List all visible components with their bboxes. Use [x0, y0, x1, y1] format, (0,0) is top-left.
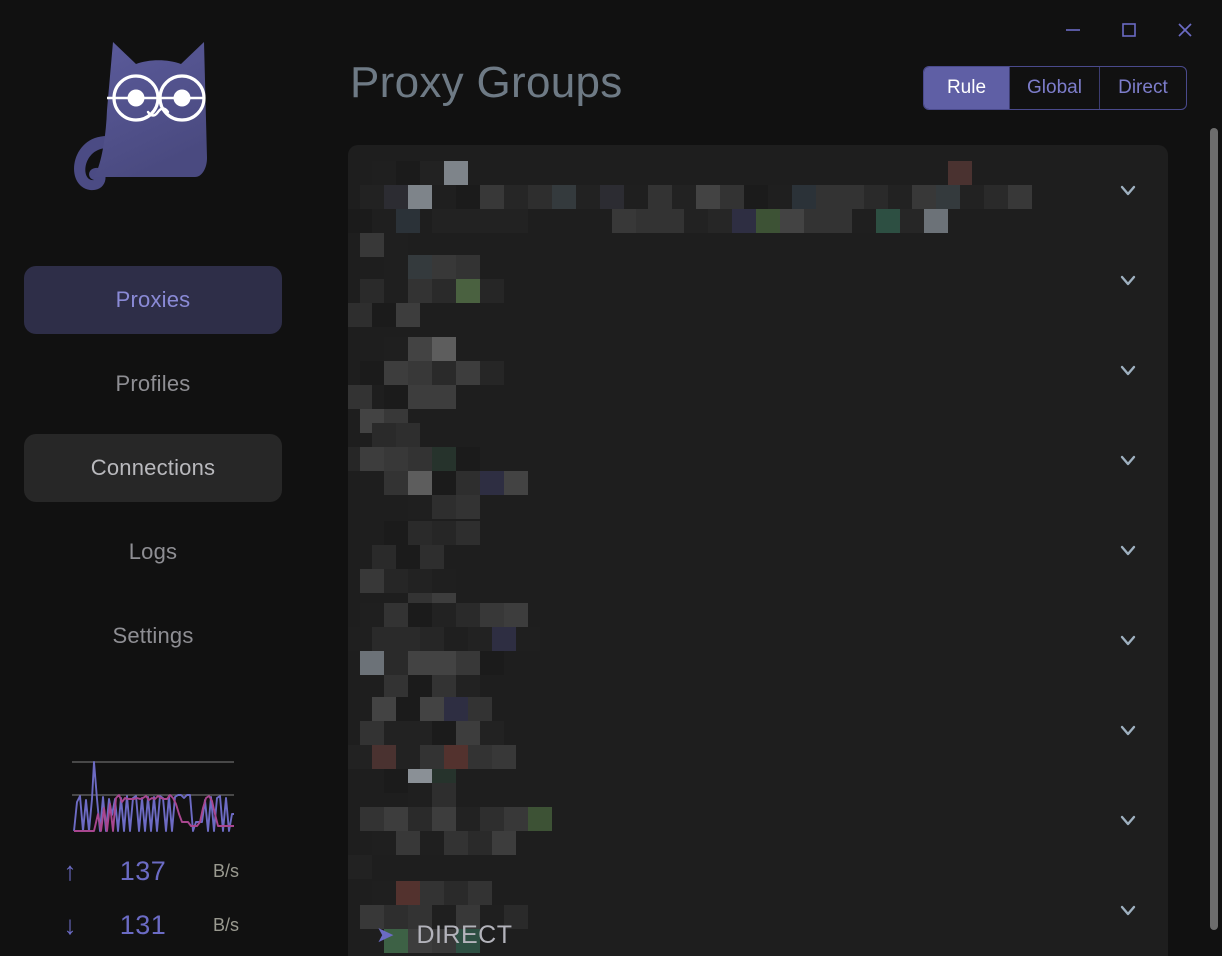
sidebar-item-logs[interactable]: Logs	[24, 518, 282, 586]
sidebar-item-connections[interactable]: Connections	[24, 434, 282, 502]
chevron-down-icon[interactable]	[1116, 358, 1140, 382]
upload-arrow-icon: ↑	[63, 856, 77, 886]
chevron-down-icon[interactable]	[1116, 538, 1140, 562]
page-title: Proxy Groups	[350, 58, 623, 107]
redacted-content-mosaic	[348, 865, 1168, 955]
mode-button-rule[interactable]: Rule	[924, 67, 1010, 109]
sidebar-item-label: Proxies	[115, 287, 191, 312]
redacted-content-mosaic	[348, 775, 1168, 879]
mode-button-direct[interactable]: Direct	[1100, 67, 1186, 109]
sidebar-item-profiles[interactable]: Profiles	[24, 350, 282, 418]
maximize-icon[interactable]	[1106, 8, 1152, 52]
sidebar-item-label: Logs	[128, 539, 178, 564]
proxy-group-row[interactable]	[348, 595, 1168, 699]
download-stat-row: ↓ 131 B/s	[53, 898, 253, 952]
upload-speed-unit: B/s	[212, 860, 239, 881]
traffic-sparkline-chart	[70, 752, 236, 838]
window-controls	[1050, 8, 1208, 52]
direct-proxy-row[interactable]: ➤ DIRECT	[348, 914, 1168, 956]
chevron-down-icon[interactable]	[1116, 898, 1140, 922]
sidebar-item-label: Connections	[90, 455, 216, 480]
sidebar-nav: Proxies Profiles Connections Logs Settin…	[24, 266, 282, 686]
proxy-mode-toggle-group: Rule Global Direct	[923, 66, 1187, 110]
proxy-group-row[interactable]	[348, 685, 1168, 793]
sidebar: Proxies Profiles Connections Logs Settin…	[0, 0, 330, 956]
direct-proxy-label: DIRECT	[416, 920, 513, 949]
proxy-group-row[interactable]	[348, 775, 1168, 879]
download-arrow-icon: ↓	[63, 910, 77, 940]
mode-button-label: Rule	[946, 77, 987, 98]
chevron-down-icon[interactable]	[1116, 628, 1140, 652]
redacted-content-mosaic	[348, 325, 1168, 433]
download-speed-unit: B/s	[212, 914, 239, 935]
vertical-scrollbar-thumb[interactable]	[1210, 128, 1218, 930]
proxy-group-row[interactable]	[348, 235, 1168, 327]
download-speed-value: 131	[119, 909, 167, 940]
chevron-down-icon[interactable]	[1116, 718, 1140, 742]
chevron-down-icon[interactable]	[1116, 808, 1140, 832]
redacted-content-mosaic	[348, 595, 1168, 699]
upload-speed-value: 137	[119, 855, 167, 886]
direct-arrow-icon: ➤	[376, 922, 395, 947]
chevron-down-icon[interactable]	[1116, 268, 1140, 292]
proxy-group-row[interactable]	[348, 325, 1168, 433]
upload-stat-row: ↑ 137 B/s	[53, 844, 253, 898]
minimize-icon[interactable]	[1050, 8, 1096, 52]
proxy-group-row[interactable]	[348, 505, 1168, 617]
app-logo	[0, 18, 306, 233]
traffic-widget: ↑ 137 B/s ↓ 131 B/s	[0, 752, 306, 952]
redacted-content-mosaic	[348, 505, 1168, 617]
proxy-groups-panel: ➤ DIRECT	[348, 145, 1168, 956]
chevron-down-icon[interactable]	[1116, 178, 1140, 202]
redacted-content-mosaic	[348, 685, 1168, 793]
mode-button-global[interactable]: Global	[1010, 67, 1100, 109]
mode-button-label: Direct	[1118, 77, 1168, 98]
sidebar-item-proxies[interactable]: Proxies	[24, 266, 282, 334]
redacted-content-mosaic	[348, 235, 1168, 327]
proxy-group-row[interactable]	[348, 865, 1168, 955]
redacted-content-mosaic	[348, 415, 1168, 519]
sidebar-item-label: Settings	[112, 623, 194, 648]
close-icon[interactable]	[1162, 8, 1208, 52]
proxy-group-row[interactable]	[348, 415, 1168, 519]
redacted-content-mosaic	[348, 145, 1168, 257]
sidebar-item-settings[interactable]: Settings	[24, 602, 282, 670]
chevron-down-icon[interactable]	[1116, 448, 1140, 472]
sidebar-item-label: Profiles	[115, 371, 191, 396]
vertical-scrollbar-track[interactable]	[1210, 120, 1218, 956]
mode-button-label: Global	[1027, 77, 1082, 98]
proxy-group-row[interactable]	[348, 145, 1168, 257]
